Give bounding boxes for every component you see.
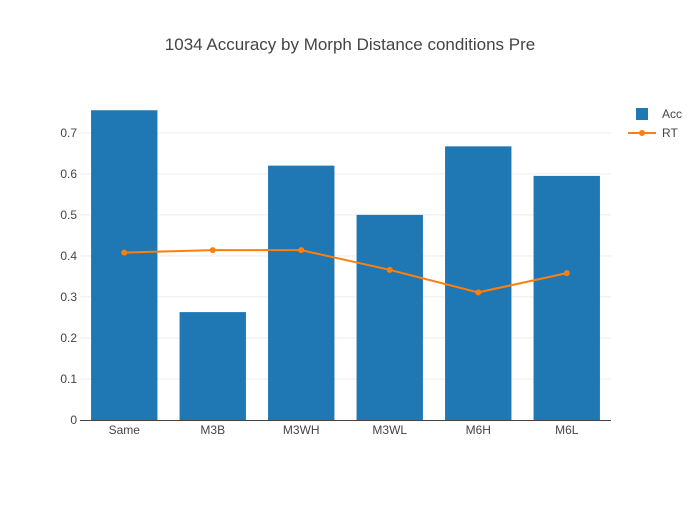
rt-point-same[interactable]	[121, 249, 128, 256]
rt-point-m3b[interactable]	[209, 247, 216, 254]
x-tick-label: M3WL	[372, 423, 407, 437]
y-tick-label: 0.6	[60, 167, 77, 181]
legend-item-acc[interactable]: Acc	[636, 107, 682, 121]
chart-title: 1034 Accuracy by Morph Distance conditio…	[165, 35, 535, 54]
bar-m6h[interactable]	[445, 146, 512, 420]
x-axis-ticks: Same M3B M3WH M3WL M6H M6L	[109, 423, 579, 437]
y-tick-label: 0.2	[60, 331, 77, 345]
bar-m3wh[interactable]	[268, 165, 335, 420]
y-tick-label: 0.1	[60, 372, 77, 386]
legend-swatch-acc	[636, 108, 648, 120]
legend-label-rt: RT	[662, 126, 678, 140]
x-tick-label: M6H	[466, 423, 491, 437]
x-tick-label: M3WH	[283, 423, 320, 437]
x-tick-label: M6L	[555, 423, 579, 437]
bar-m3wl[interactable]	[356, 214, 423, 420]
rt-point-m6h[interactable]	[475, 289, 482, 296]
rt-point-m3wl[interactable]	[386, 266, 393, 273]
rt-line	[124, 249, 567, 294]
legend-swatch-rt-point	[639, 130, 645, 136]
y-tick-label: 0.3	[60, 290, 77, 304]
y-tick-label: 0.7	[60, 126, 77, 140]
line-series-rt	[121, 247, 570, 296]
x-tick-label: M3B	[200, 423, 225, 437]
bar-m3b[interactable]	[179, 312, 246, 420]
y-tick-label: 0.4	[60, 249, 77, 263]
y-axis-ticks: 0 0.1 0.2 0.3 0.4 0.5 0.6 0.7	[60, 126, 77, 427]
bar-series-acc	[91, 110, 600, 420]
y-tick-label: 0	[70, 413, 77, 427]
legend[interactable]: Acc RT	[628, 107, 682, 140]
rt-point-m3wh[interactable]	[298, 247, 305, 254]
bar-m6l[interactable]	[533, 175, 600, 420]
gridlines	[80, 132, 611, 380]
legend-item-rt[interactable]: RT	[628, 126, 678, 140]
rt-point-m6l[interactable]	[563, 270, 570, 277]
legend-label-acc: Acc	[662, 107, 682, 121]
bar-same[interactable]	[91, 110, 158, 420]
y-tick-label: 0.5	[60, 208, 77, 222]
x-tick-label: Same	[109, 423, 141, 437]
